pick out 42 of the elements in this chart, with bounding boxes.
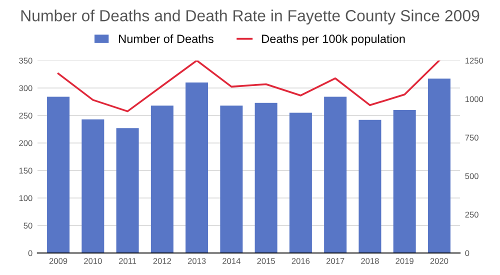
y2-tick-label: 750 xyxy=(465,134,478,141)
y-tick-label: 150 xyxy=(19,168,32,174)
bar xyxy=(289,112,312,253)
y2-tick-label: 1000 xyxy=(465,96,484,102)
x-tick-label: 2017 xyxy=(326,258,344,264)
y-tick-label: 0 xyxy=(28,250,32,256)
bar xyxy=(428,78,450,253)
bar xyxy=(324,96,347,253)
x-tick-label: 2018 xyxy=(361,258,379,264)
bar xyxy=(116,128,139,253)
x-tick-label: 2012 xyxy=(153,258,172,264)
bar xyxy=(82,119,104,253)
x-tick-label: 2009 xyxy=(49,258,68,264)
x-tick-label: 2015 xyxy=(257,258,275,264)
x-tick-label: 2019 xyxy=(396,258,414,264)
x-tick-label: 2013 xyxy=(188,258,206,264)
bar xyxy=(358,120,382,253)
bar xyxy=(220,106,243,253)
chart-title: Number of Deaths and Death Rate in Fayette County Since 2009 xyxy=(21,10,480,25)
x-tick-label: 2014 xyxy=(222,258,240,264)
y2-tick-label: 250 xyxy=(465,212,478,218)
y-tick-label: 200 xyxy=(19,140,32,146)
bar xyxy=(393,110,416,253)
legend-label: Deaths per 100k population xyxy=(262,34,405,46)
x-tick-label: 2011 xyxy=(119,258,136,264)
line-series xyxy=(57,60,440,112)
y-tick-label: 250 xyxy=(19,112,32,119)
bar xyxy=(254,102,278,253)
bar xyxy=(186,82,208,253)
x-tick-label: 2016 xyxy=(292,258,310,264)
y2-tick-label: 0 xyxy=(465,250,470,256)
legend-label: Number of Deaths xyxy=(119,34,214,44)
y-tick-label: 350 xyxy=(19,58,32,64)
y2-tick-label: 1250 xyxy=(465,58,484,64)
y-tick-label: 50 xyxy=(24,222,32,229)
x-tick-label: 2010 xyxy=(84,258,102,264)
y2-tick-label: 500 xyxy=(465,173,478,180)
x-tick-label: 2020 xyxy=(430,258,448,264)
y-tick-label: 100 xyxy=(19,195,32,202)
bar xyxy=(47,96,70,253)
y-tick-label: 300 xyxy=(19,85,32,92)
bar xyxy=(150,106,174,253)
